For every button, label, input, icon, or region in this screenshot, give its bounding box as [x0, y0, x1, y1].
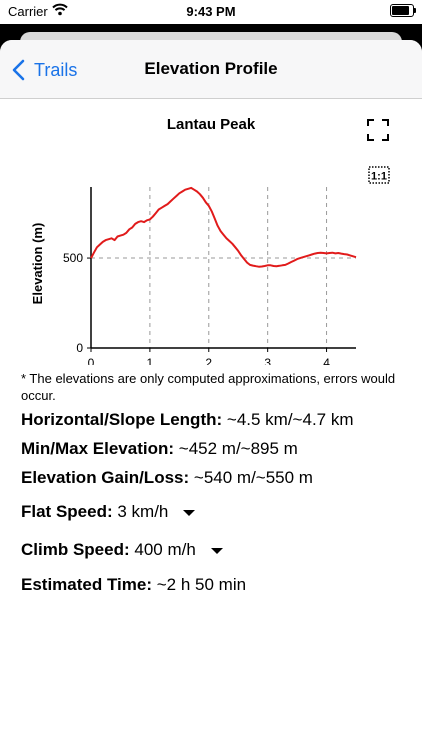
- elevation-line: [90, 186, 357, 268]
- chart-title: Lantau Peak: [166, 116, 256, 133]
- min-max-elevation-label: Min/Max Elevation:: [21, 439, 175, 458]
- estimated-time-row: Estimated Time: ~2 h 50 min: [21, 575, 246, 595]
- battery-icon: [390, 4, 416, 17]
- climb-speed-dropdown-icon[interactable]: [210, 547, 223, 554]
- one-to-one-icon[interactable]: 1:1: [367, 164, 391, 186]
- horizontal-length-row: Horizontal/Slope Length: ~4.5 km/~4.7 km: [21, 410, 354, 430]
- flat-speed-label: Flat Speed:: [21, 502, 113, 521]
- x-tick-label: 4: [323, 356, 330, 365]
- flat-speed-row[interactable]: Flat Speed: 3 km/h: [21, 502, 196, 522]
- approximation-note: * The elevations are only computed appro…: [21, 371, 396, 403]
- y-tick-label: 500: [63, 251, 83, 265]
- elevation-chart: 012340500Distance (km)Elevation (m) Lant…: [0, 110, 422, 365]
- climb-speed-row[interactable]: Climb Speed: 400 m/h: [21, 540, 223, 560]
- y-axis-label: Elevation (m): [30, 223, 45, 305]
- chevron-left-icon: [12, 59, 25, 81]
- modal-sheet: Trails Elevation Profile 012340500Distan…: [0, 40, 422, 750]
- status-bar: Carrier 9:43 PM: [0, 0, 422, 24]
- one-to-one-text: 1:1: [371, 171, 387, 183]
- horizontal-length-value: ~4.5 km/~4.7 km: [226, 410, 354, 429]
- navigation-bar: Trails Elevation Profile: [0, 40, 422, 99]
- climb-speed-value[interactable]: 400 m/h: [134, 540, 196, 559]
- flat-speed-dropdown-icon[interactable]: [183, 509, 196, 516]
- x-tick-label: 3: [264, 356, 271, 365]
- min-max-elevation-value: ~452 m/~895 m: [178, 439, 298, 458]
- back-button[interactable]: Trails: [10, 58, 77, 82]
- carrier-label: Carrier: [8, 4, 48, 19]
- estimated-time-value: ~2 h 50 min: [156, 575, 247, 594]
- elevation-gain-loss-row: Elevation Gain/Loss: ~540 m/~550 m: [21, 468, 313, 488]
- estimated-time-label: Estimated Time:: [21, 575, 153, 594]
- elevation-gain-loss-value: ~540 m/~550 m: [193, 468, 313, 487]
- y-tick-label: 0: [76, 341, 83, 355]
- chart-svg: 012340500Distance (km)Elevation (m): [30, 186, 357, 365]
- x-tick-label: 2: [205, 356, 212, 365]
- back-label: Trails: [34, 59, 78, 80]
- min-max-elevation-row: Min/Max Elevation: ~452 m/~895 m: [21, 439, 298, 459]
- climb-speed-label: Climb Speed:: [21, 540, 130, 559]
- elevation-gain-loss-label: Elevation Gain/Loss:: [21, 468, 190, 487]
- horizontal-length-label: Horizontal/Slope Length:: [21, 410, 223, 429]
- x-tick-label: 0: [88, 356, 95, 365]
- status-time: 9:43 PM: [186, 4, 236, 19]
- flat-speed-value[interactable]: 3 km/h: [117, 502, 169, 521]
- expand-icon[interactable]: [366, 118, 390, 142]
- wifi-icon: [52, 3, 68, 16]
- x-tick-label: 1: [147, 356, 154, 365]
- page-title: Elevation Profile: [144, 59, 278, 78]
